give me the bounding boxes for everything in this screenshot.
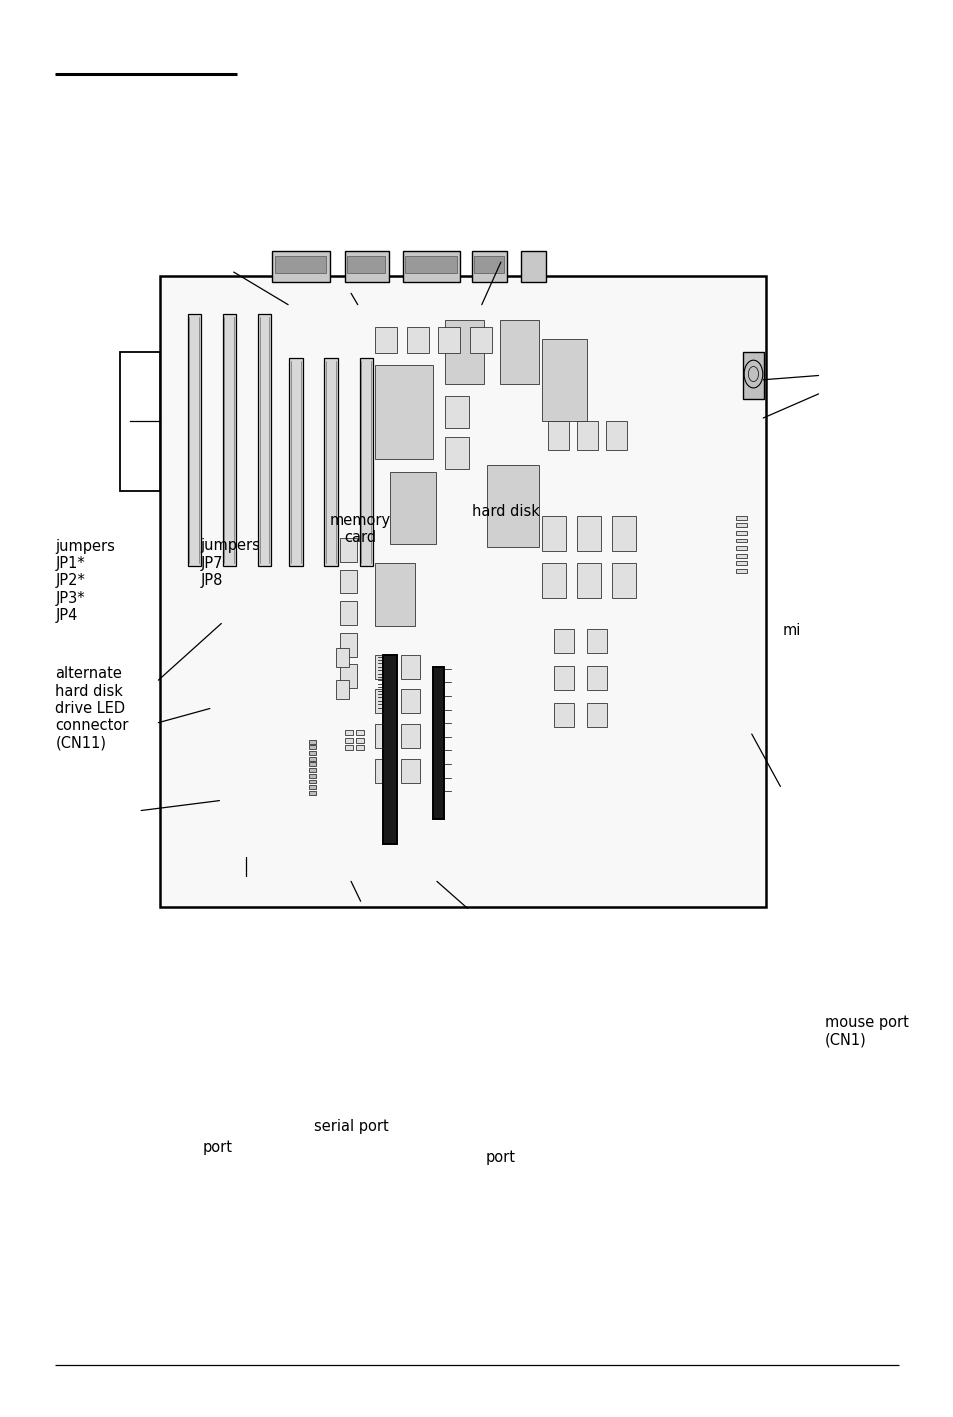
Bar <box>345 745 353 751</box>
Text: port: port <box>202 1139 233 1155</box>
Bar <box>406 327 428 353</box>
Bar <box>289 359 302 567</box>
Bar <box>735 546 746 550</box>
Text: serial port: serial port <box>314 1118 388 1134</box>
Bar <box>309 779 315 784</box>
Bar <box>345 730 353 735</box>
Bar <box>469 327 491 353</box>
Bar <box>309 785 315 789</box>
Bar <box>375 758 393 782</box>
Bar <box>444 436 469 469</box>
Bar <box>335 649 349 667</box>
Bar <box>577 516 600 551</box>
Bar <box>375 327 396 353</box>
Bar <box>375 724 393 748</box>
Bar <box>735 531 746 534</box>
Bar <box>345 738 353 743</box>
Bar <box>309 757 315 761</box>
Bar <box>339 538 356 563</box>
Bar <box>402 251 459 282</box>
Bar <box>375 364 433 459</box>
Bar <box>120 351 160 490</box>
Bar <box>355 738 363 743</box>
Bar <box>541 516 565 551</box>
Bar <box>444 397 469 428</box>
Bar <box>401 655 419 679</box>
Bar <box>309 791 315 795</box>
Bar <box>587 703 607 727</box>
Bar <box>612 516 636 551</box>
Bar <box>390 472 436 544</box>
Bar <box>587 629 607 653</box>
Bar <box>359 359 373 567</box>
Bar <box>347 256 385 273</box>
Bar <box>499 320 538 384</box>
Text: jumpers
JP1*
JP2*
JP3*
JP4: jumpers JP1* JP2* JP3* JP4 <box>55 538 115 623</box>
Bar <box>587 666 607 690</box>
Text: mi: mi <box>781 623 800 638</box>
Bar <box>401 724 419 748</box>
Bar <box>735 561 746 565</box>
Bar <box>401 689 419 713</box>
Bar <box>272 251 330 282</box>
Bar <box>309 751 315 755</box>
Bar <box>339 601 356 625</box>
Bar <box>335 680 349 699</box>
Bar <box>375 689 393 713</box>
Bar <box>324 359 337 567</box>
Bar <box>222 315 235 567</box>
Bar <box>474 256 504 273</box>
Bar <box>541 563 565 598</box>
Bar <box>577 421 598 449</box>
Text: port: port <box>485 1149 516 1165</box>
Bar <box>554 666 574 690</box>
Bar <box>309 740 315 744</box>
Bar <box>339 665 356 689</box>
Text: jumpers
JP7
JP8: jumpers JP7 JP8 <box>200 538 260 588</box>
Text: memory
card: memory card <box>330 513 391 546</box>
Bar <box>339 632 356 656</box>
Bar <box>345 251 388 282</box>
Bar <box>554 703 574 727</box>
Bar <box>257 315 271 567</box>
Bar <box>735 538 746 543</box>
Bar <box>309 762 315 767</box>
Bar <box>339 570 356 594</box>
Bar <box>541 339 587 421</box>
Bar <box>401 758 419 782</box>
Bar <box>383 655 396 843</box>
Bar <box>444 320 484 384</box>
Bar <box>375 563 415 626</box>
Bar <box>735 516 746 520</box>
Bar <box>605 421 627 449</box>
Bar <box>355 745 363 751</box>
Text: mouse port
(CN1): mouse port (CN1) <box>824 1016 908 1047</box>
Bar <box>487 465 538 547</box>
Bar <box>735 523 746 527</box>
Text: alternate
hard disk
drive LED
connector
(CN11): alternate hard disk drive LED connector … <box>55 666 129 751</box>
Bar <box>735 568 746 572</box>
Bar <box>554 629 574 653</box>
Bar <box>309 774 315 778</box>
Bar <box>355 730 363 735</box>
Bar <box>735 554 746 557</box>
Bar <box>274 256 326 273</box>
Bar <box>160 276 765 907</box>
Bar <box>309 768 315 772</box>
Bar <box>433 667 443 819</box>
Bar <box>520 251 545 282</box>
Bar <box>577 563 600 598</box>
Bar <box>547 421 569 449</box>
Text: hard disk: hard disk <box>471 504 539 520</box>
Bar <box>742 351 763 400</box>
Bar <box>612 563 636 598</box>
Bar <box>472 251 507 282</box>
Bar <box>405 256 456 273</box>
Bar <box>437 327 459 353</box>
Bar <box>375 655 393 679</box>
Bar <box>309 745 315 750</box>
Bar <box>188 315 201 567</box>
